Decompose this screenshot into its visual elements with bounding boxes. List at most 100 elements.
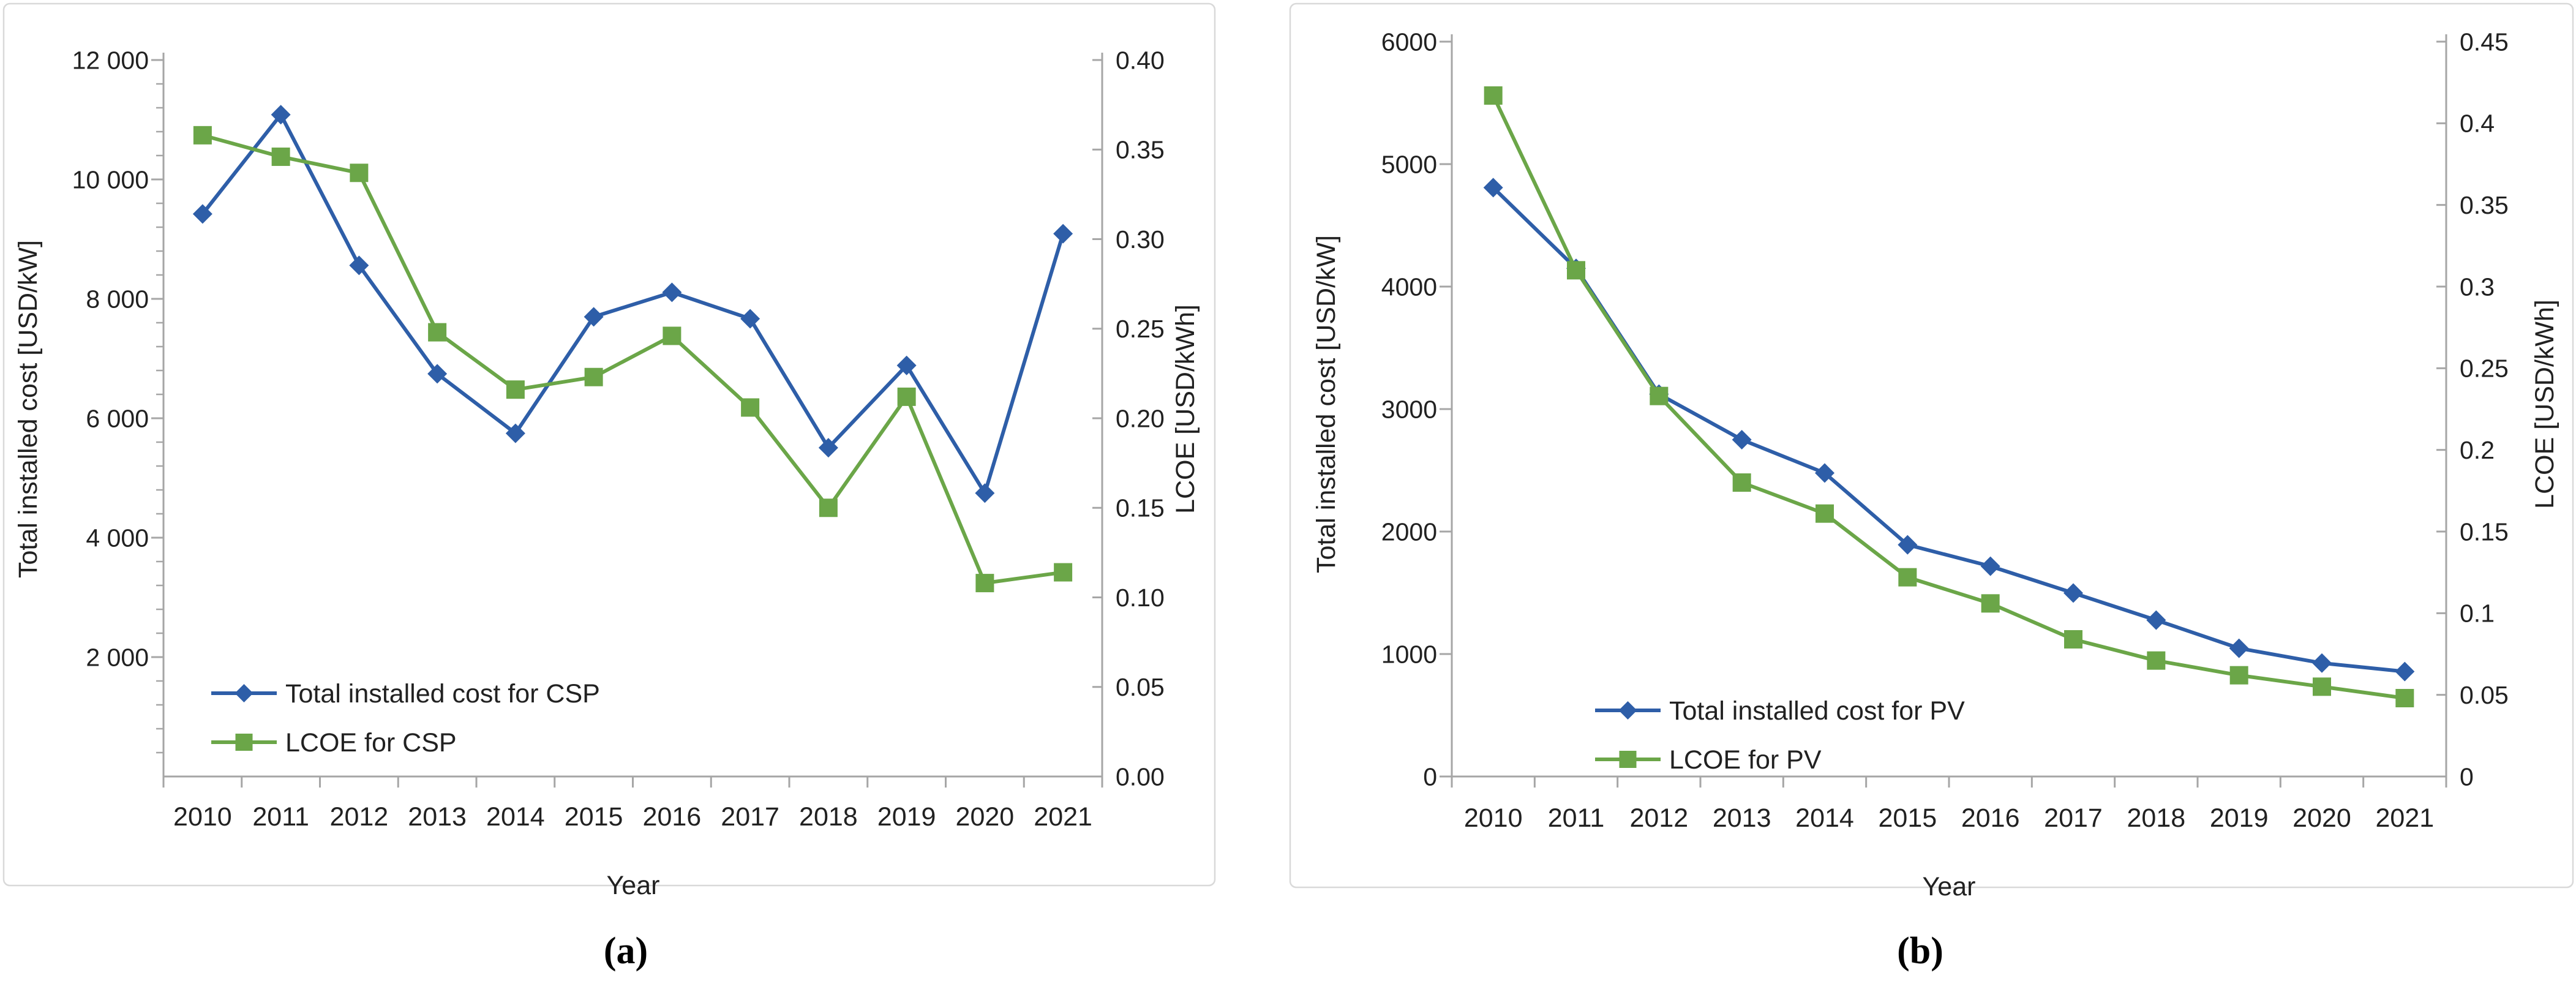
series-line (200, 133, 1065, 585)
data-point-marker (819, 498, 838, 517)
data-point-marker (349, 255, 369, 276)
left-axis-tick-label: 1000 (1381, 640, 1437, 668)
left-axis-tick-label: 2 000 (86, 643, 149, 671)
year-label: 2021 (2375, 803, 2434, 833)
year-label: 2020 (956, 802, 1015, 832)
caption-chart-a: (a) (603, 930, 648, 972)
year-label: 2010 (173, 802, 232, 832)
series-line (200, 113, 1065, 495)
data-point-marker (1054, 563, 1073, 582)
x-axis-title: Year (1923, 872, 1976, 901)
year-label: 2017 (721, 802, 779, 832)
data-point-marker (192, 204, 212, 224)
year-label: 2019 (2210, 803, 2269, 833)
data-point-marker (1732, 430, 1752, 449)
data-point-marker (2312, 653, 2332, 673)
data-point-marker (2229, 666, 2248, 685)
year-label: 2011 (1548, 803, 1604, 833)
year-label: 2016 (643, 802, 702, 832)
data-point-marker (1816, 504, 1834, 523)
right-axis-tick-label: 0.15 (1116, 494, 1165, 522)
year-label: 2021 (1034, 802, 1092, 832)
right-axis-tick-label: 0.30 (1116, 225, 1165, 254)
data-point-marker (1898, 535, 1918, 555)
data-point-marker (271, 105, 291, 125)
data-point-marker (2064, 630, 2082, 649)
chart-panel-border (2, 2, 1216, 887)
right-axis-tick-label: 0.4 (2460, 110, 2495, 138)
year-label: 2016 (1961, 803, 2020, 833)
x-axis-title: Year (607, 871, 660, 900)
right-axis-tick-label: 0.1 (2460, 600, 2495, 628)
right-axis-tick-label: 0.25 (1116, 315, 1165, 343)
right-axis-tick-label: 0.45 (2460, 28, 2509, 56)
right-axis-tick-label: 0.2 (2460, 436, 2495, 464)
data-point-marker (1483, 178, 1503, 198)
data-point-marker (896, 355, 917, 375)
legend-label: Total installed cost for PV (1669, 696, 1965, 726)
data-point-marker (2395, 661, 2415, 682)
right-axis-tick-label: 0.05 (1116, 673, 1165, 701)
legend-marker (1619, 751, 1637, 768)
year-label: 2020 (2292, 803, 2351, 833)
data-point-marker (193, 126, 212, 145)
right-axis-tick-label: 0.20 (1116, 404, 1165, 432)
left-axis-tick-label: 0 (1423, 762, 1437, 791)
data-point-marker (897, 387, 916, 406)
data-point-marker (975, 574, 994, 593)
year-label: 2011 (252, 802, 309, 832)
right-axis-tick-label: 0.35 (1116, 136, 1165, 164)
year-label: 2014 (1795, 803, 1854, 833)
year-label: 2012 (1629, 803, 1688, 833)
year-label: 2015 (565, 802, 623, 832)
right-axis-tick-label: 0.3 (2460, 273, 2495, 301)
right-axis-tick-label: 0.40 (1116, 46, 1165, 74)
left-axis-tick-label: 4 000 (86, 524, 149, 552)
data-point-marker (271, 147, 290, 166)
left-axis-title: Total installed cost [USD/kW] (13, 240, 43, 578)
data-point-marker (1484, 86, 1503, 105)
legend-marker (235, 684, 253, 702)
right-axis-tick-label: 0.15 (2460, 517, 2509, 546)
year-label: 2017 (2044, 803, 2103, 833)
data-point-marker (1053, 224, 1073, 244)
right-axis-tick-label: 0 (2460, 762, 2474, 791)
left-axis-tick-label: 3000 (1381, 395, 1437, 423)
chart-panel-border (1289, 2, 2574, 889)
year-label: 2019 (877, 802, 936, 832)
left-axis-tick-label: 10 000 (72, 165, 149, 194)
data-point-marker (2146, 610, 2166, 630)
data-point-marker (427, 364, 448, 384)
year-label: 2018 (2127, 803, 2185, 833)
legend-marker (235, 734, 253, 751)
left-axis-tick-label: 6000 (1381, 28, 1437, 56)
left-axis-tick-label: 2000 (1381, 517, 1437, 546)
data-point-marker (1980, 556, 2000, 576)
right-axis-title: LCOE [USD/kWh] (2530, 299, 2559, 509)
data-point-marker (1981, 594, 2000, 613)
left-axis-tick-label: 12 000 (72, 46, 149, 74)
year-label: 2014 (486, 802, 545, 832)
data-point-marker (2147, 651, 2166, 670)
data-point-marker (975, 483, 995, 503)
data-point-marker (662, 282, 682, 303)
series-line (1491, 94, 2407, 700)
data-point-marker (428, 323, 447, 342)
legend-label: Total installed cost for CSP (285, 679, 600, 709)
data-point-marker (350, 164, 369, 182)
year-label: 2018 (799, 802, 858, 832)
legend-marker (1618, 701, 1637, 720)
data-point-marker (584, 307, 604, 327)
data-point-marker (506, 380, 525, 399)
left-axis-tick-label: 6 000 (86, 404, 149, 432)
data-point-marker (505, 423, 525, 443)
data-point-marker (1898, 568, 1917, 587)
legend-label: LCOE for CSP (285, 728, 457, 758)
left-axis-title: Total installed cost [USD/kW] (1312, 235, 1341, 573)
year-label: 2010 (1464, 803, 1523, 833)
legend-label: LCOE for PV (1669, 745, 1822, 775)
series-line (1491, 186, 2407, 674)
data-point-marker (1732, 473, 1751, 492)
left-axis-tick-label: 5000 (1381, 150, 1437, 178)
